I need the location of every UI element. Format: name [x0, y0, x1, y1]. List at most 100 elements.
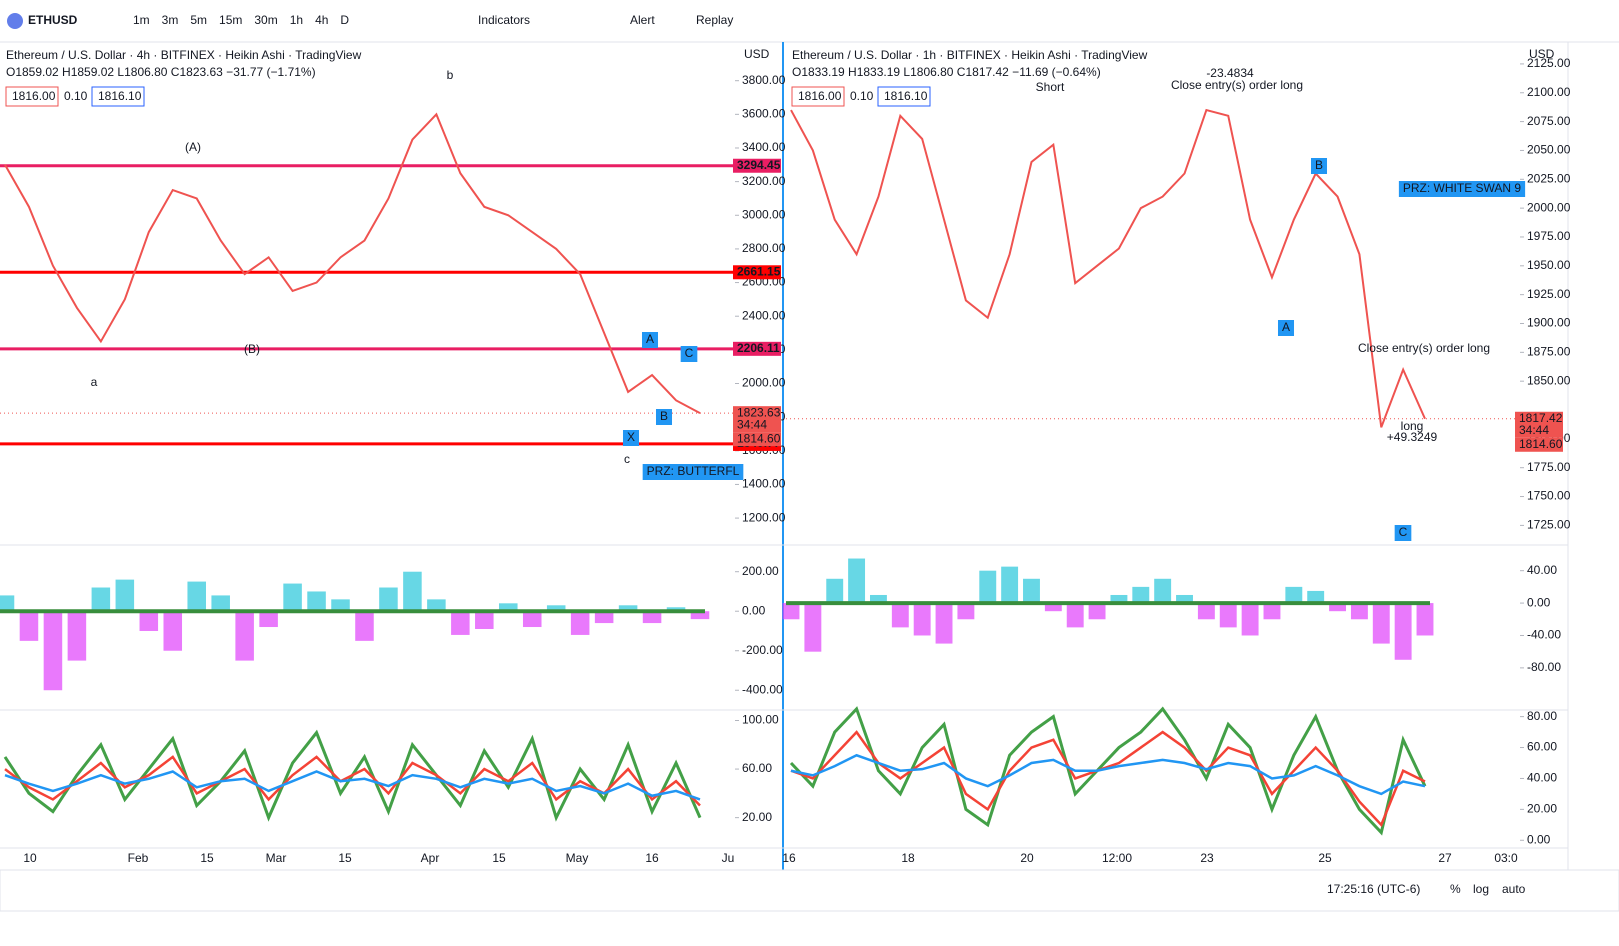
x-tick-label: 15	[338, 851, 352, 865]
annotation-bg	[1398, 181, 1526, 197]
x-tick-label: 16	[645, 851, 659, 865]
annotation-bg	[1310, 158, 1328, 174]
y-tick-label: 2125.00	[1527, 56, 1571, 70]
osc-bar	[1416, 603, 1434, 636]
ohlc: O1859.02 H1859.02 L1806.80 C1823.63 −31.…	[6, 65, 316, 79]
y-tick-label: -400.00	[742, 682, 783, 696]
alert-button[interactable]: Alert	[630, 13, 655, 27]
spread: 0.10	[850, 89, 874, 103]
ask-box	[91, 86, 145, 107]
interval-button[interactable]: 4h	[315, 13, 328, 27]
interval-button[interactable]: 3m	[162, 13, 179, 27]
indicators-button[interactable]: Indicators	[478, 13, 530, 27]
y-tick-label: 3400.00	[742, 140, 786, 154]
osc-bar	[1285, 586, 1303, 604]
osc-bar	[594, 611, 614, 624]
annotation: A	[646, 332, 654, 346]
price-line	[4, 112, 701, 415]
annotation: b	[447, 68, 454, 82]
x-tick-label: Mar	[266, 851, 287, 865]
annotation: a	[91, 375, 98, 389]
x-tick-label: 15	[200, 851, 214, 865]
osc-bar	[570, 611, 590, 635]
last-price: 1823.63	[737, 405, 781, 419]
annotation: Close entry(s) order long	[1171, 78, 1303, 92]
osc-bar	[139, 611, 159, 631]
y-tick-label: 1975.00	[1527, 229, 1571, 243]
level-label: 2661.15	[737, 264, 781, 278]
osc-bar	[499, 603, 518, 612]
x-tick-label: 27	[1438, 851, 1452, 865]
y-tick-label: 0.00	[1527, 832, 1551, 846]
osc-bar	[1023, 578, 1040, 604]
interval-button[interactable]: D	[340, 13, 349, 27]
y-tick-label: 1875.00	[1527, 345, 1571, 359]
price-line	[790, 108, 1426, 428]
auto-button[interactable]: auto	[1502, 882, 1526, 896]
osc-bar	[475, 611, 494, 629]
low-bg	[1515, 437, 1563, 452]
interval-button[interactable]: 30m	[254, 13, 277, 27]
interval-button[interactable]: 5m	[190, 13, 207, 27]
osc-bar	[869, 594, 887, 604]
osc-bar	[1176, 594, 1193, 604]
y-tick-label: 1725.00	[1527, 518, 1571, 532]
osc-bar	[1001, 566, 1019, 604]
osc-bar	[355, 611, 374, 641]
y-tick-label: 1400.00	[742, 477, 786, 491]
annotation: PRZ: BUTTERFL	[647, 464, 740, 478]
interval-button[interactable]: 1m	[133, 13, 150, 27]
annotation-bg	[1277, 320, 1295, 336]
x-tick-label: 23	[1200, 851, 1214, 865]
osc-bar	[187, 581, 206, 612]
replay-button[interactable]: Replay	[696, 13, 733, 27]
osc-bar	[1241, 603, 1259, 636]
annotation: B	[660, 409, 668, 423]
level-label: 2206.11	[737, 341, 780, 355]
interval-button[interactable]: 15m	[219, 13, 242, 27]
clock: 17:25:16 (UTC-6)	[1327, 882, 1420, 896]
level-label-bg	[733, 265, 781, 280]
annotation: long	[1401, 419, 1424, 433]
y-tick-label: 60.00	[1527, 740, 1557, 754]
annotation-bg	[1394, 525, 1412, 541]
annotation-bg	[680, 346, 698, 362]
y-tick-label: 40.00	[1527, 771, 1557, 785]
osc-bar	[546, 605, 566, 612]
annotation: c	[624, 452, 630, 466]
x-tick-label: May	[566, 851, 589, 865]
osc-bar	[403, 571, 422, 612]
y-tick-label: 1850.00	[1527, 373, 1571, 387]
osc-bar	[0, 595, 15, 612]
log-button[interactable]: log	[1473, 882, 1489, 896]
osc-bar	[19, 611, 39, 641]
annotation-bg	[642, 464, 744, 480]
top-toolbar	[0, 0, 1619, 42]
symbol[interactable]: ETHUSD	[28, 13, 78, 27]
pane-title: Ethereum / U.S. Dollar · 1h · BITFINEX ·…	[792, 48, 1148, 62]
osc-bar	[43, 611, 63, 691]
annotation: PRZ: WHITE SWAN 9	[1403, 181, 1522, 195]
x-tick-label: 20	[1020, 851, 1034, 865]
interval-button[interactable]: 1h	[290, 13, 303, 27]
annotation-bg	[641, 332, 659, 348]
osc-bar	[690, 611, 710, 620]
bid-box	[5, 86, 59, 107]
last-price-bg	[733, 406, 781, 433]
percent-button[interactable]: %	[1450, 882, 1461, 896]
annotation: -23.4834	[1206, 66, 1254, 80]
y-tick-label: 1925.00	[1527, 287, 1571, 301]
countdown: 34:44	[737, 417, 767, 431]
osc-bar	[427, 599, 446, 612]
x-tick-label: 15	[492, 851, 506, 865]
y-tick-label: 1200.00	[742, 510, 786, 524]
symbol-icon	[7, 13, 23, 29]
y-tick-label: 3800.00	[742, 73, 786, 87]
y-tick-label: 2000.00	[742, 376, 786, 390]
y-tick-label: 2050.00	[1527, 143, 1571, 157]
osc-bar	[618, 605, 638, 612]
y-tick-label: 60.00	[742, 761, 772, 775]
osc-bar	[913, 603, 931, 636]
x-tick-label: 10	[23, 851, 37, 865]
